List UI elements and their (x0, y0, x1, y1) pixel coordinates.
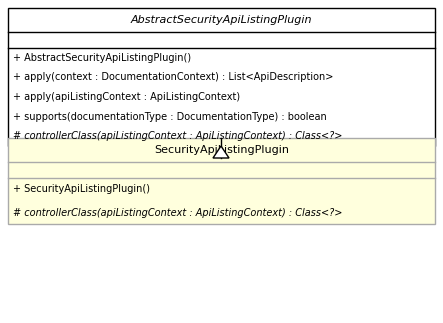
Text: + AbstractSecurityApiListingPlugin(): + AbstractSecurityApiListingPlugin() (13, 53, 191, 63)
Text: # controllerClass(apiListingContext : ApiListingContext) : Class<?>: # controllerClass(apiListingContext : Ap… (13, 207, 342, 217)
Text: + SecurityApiListingPlugin(): + SecurityApiListingPlugin() (13, 184, 150, 194)
Text: + supports(documentationType : DocumentationType) : boolean: + supports(documentationType : Documenta… (13, 112, 327, 121)
Text: # controllerClass(apiListingContext : ApiListingContext) : Class<?>: # controllerClass(apiListingContext : Ap… (13, 131, 342, 141)
Text: + apply(apiListingContext : ApiListingContext): + apply(apiListingContext : ApiListingCo… (13, 92, 240, 102)
Text: + apply(context : DocumentationContext) : List<ApiDescription>: + apply(context : DocumentationContext) … (13, 72, 334, 82)
Polygon shape (213, 146, 229, 158)
Bar (8, 138, 435, 224)
Text: AbstractSecurityApiListingPlugin: AbstractSecurityApiListingPlugin (131, 15, 312, 25)
Text: SecurityApiListingPlugin: SecurityApiListingPlugin (154, 145, 289, 155)
Bar (8, 8, 435, 146)
